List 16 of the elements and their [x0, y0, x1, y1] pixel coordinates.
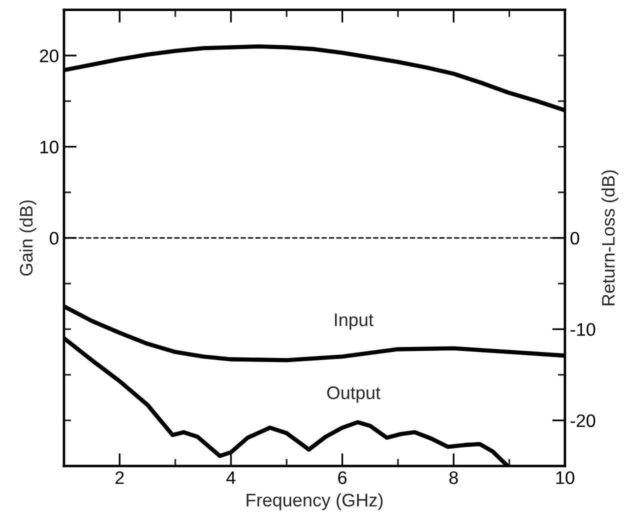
x-axis-title: Frequency (GHz) — [246, 493, 383, 510]
x-tick-label: 6 — [338, 471, 347, 484]
x-tick-label: 10 — [556, 471, 574, 484]
series-label: Output — [327, 386, 380, 403]
x-tick-label: 4 — [226, 472, 236, 484]
y2-tick-label: -20 — [570, 414, 596, 428]
y-tick-label: 10 — [40, 140, 58, 154]
x-tick-label: 8 — [449, 471, 458, 484]
series-label: Input — [335, 314, 374, 330]
y2-tick-label: -10 — [570, 323, 596, 336]
x-tick-label: 2 — [116, 471, 124, 484]
y-tick-label: 20 — [40, 49, 58, 62]
y-tick-label: 0 — [50, 232, 58, 245]
y-axis-title: Gain (dB) — [19, 200, 36, 276]
y2-axis-title: Return-Loss (dB) — [601, 170, 618, 306]
y2-tick-label: 0 — [570, 232, 580, 245]
